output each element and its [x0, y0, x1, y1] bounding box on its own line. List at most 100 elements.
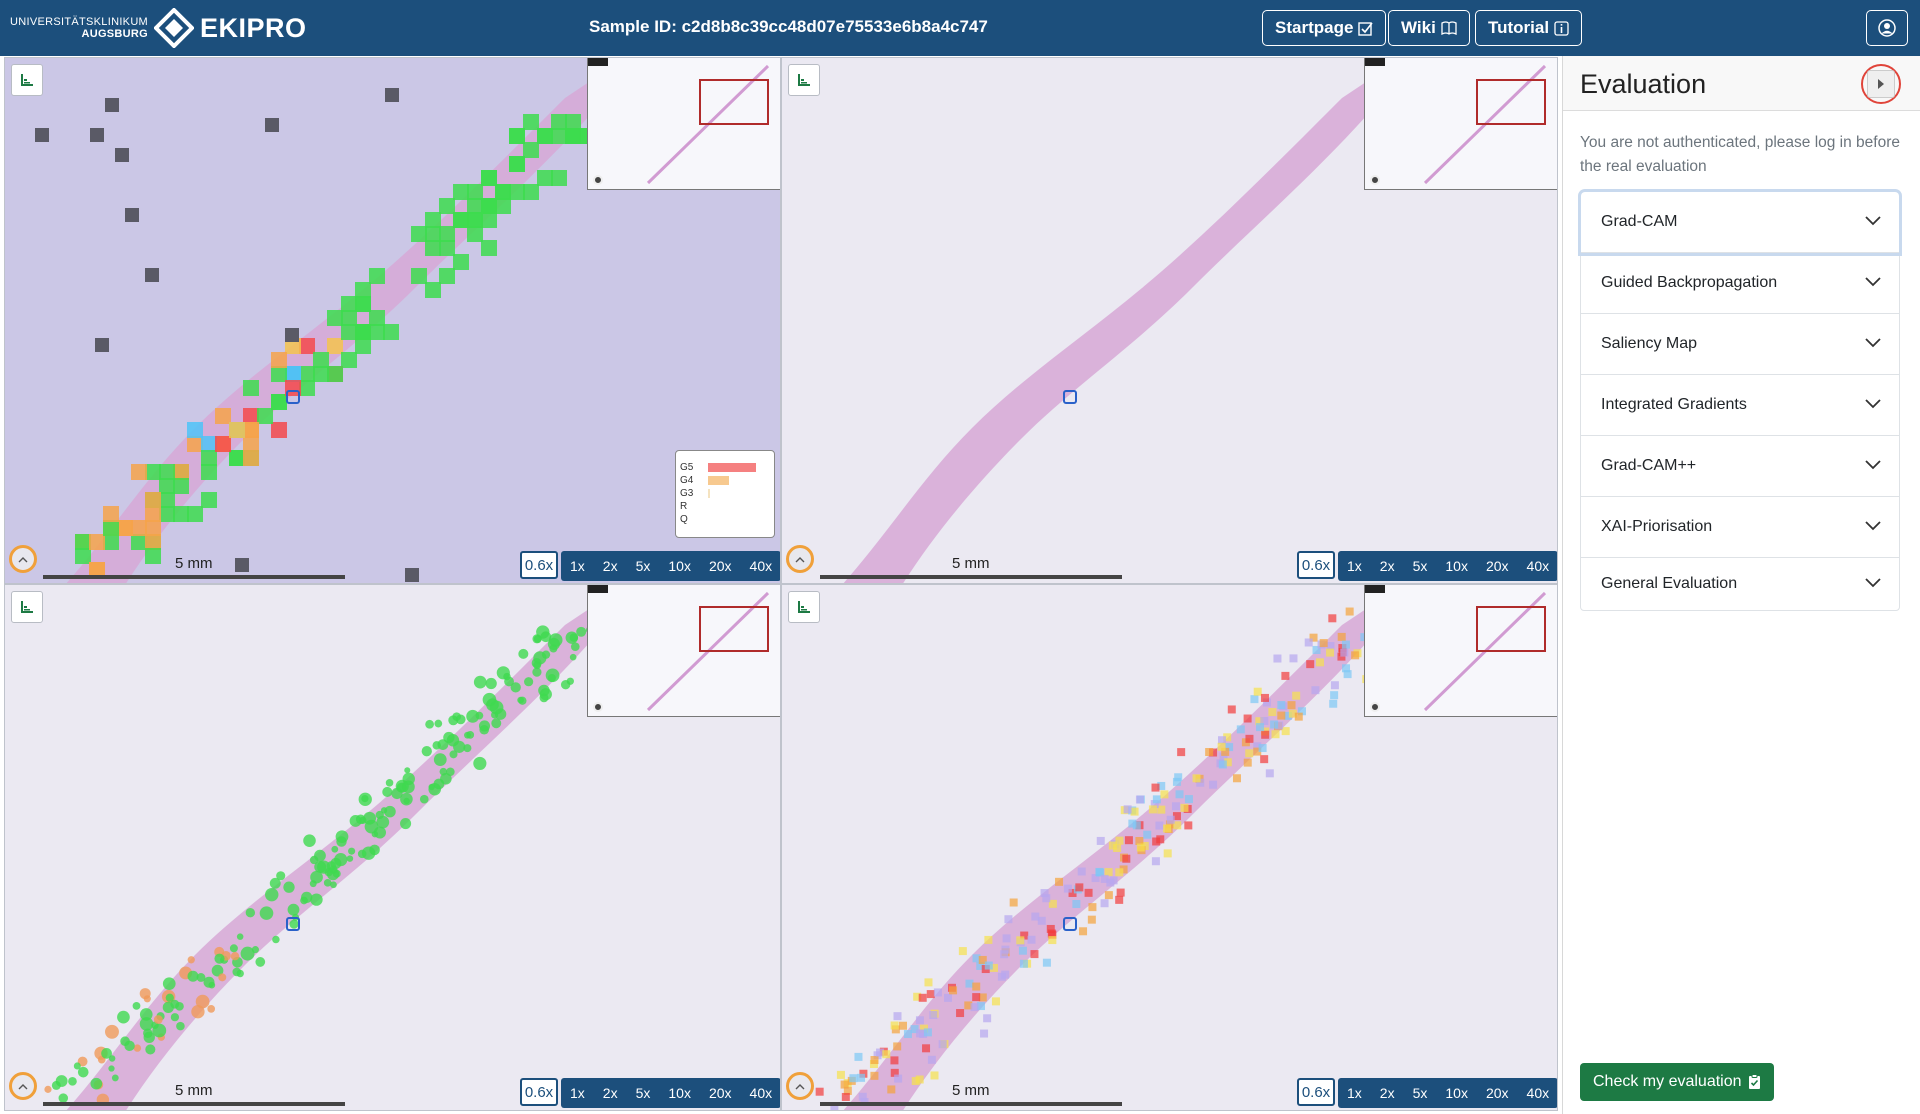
attribution-blob	[540, 631, 552, 643]
minimap[interactable]	[587, 585, 780, 717]
saliency-cell	[1096, 836, 1105, 845]
saliency-cell	[1184, 795, 1193, 804]
minimap-toggle[interactable]	[1370, 702, 1380, 712]
zoom-20x-button[interactable]: 20x	[708, 1085, 732, 1101]
attribution-blob	[478, 720, 491, 732]
expand-panel-button[interactable]	[9, 1072, 37, 1100]
zoom-20x-button[interactable]: 20x	[708, 558, 732, 574]
gradcam-tile	[355, 296, 371, 312]
accordion-general-evaluation[interactable]: General Evaluation	[1581, 558, 1899, 610]
zoom-10x-button[interactable]: 10x	[668, 1085, 691, 1101]
collapse-sidebar-button[interactable]	[1861, 64, 1901, 104]
zoom-2x-button[interactable]: 2x	[602, 1085, 618, 1101]
annotation-tool-button[interactable]	[11, 591, 43, 623]
gradcam-tile	[299, 366, 315, 382]
accordion-saliency-map[interactable]: Saliency Map	[1581, 314, 1899, 375]
saliency-cell	[1157, 781, 1166, 790]
zoom-5x-button[interactable]: 5x	[635, 1085, 651, 1101]
saliency-cell	[1345, 607, 1354, 616]
zoom-10x-button[interactable]: 10x	[1445, 1085, 1468, 1101]
accordion-integrated-gradients[interactable]: Integrated Gradients	[1581, 375, 1899, 436]
minimap[interactable]	[1364, 585, 1557, 717]
saliency-cell	[972, 993, 981, 1002]
slide-viewer-3[interactable]: 5 mm 0.6x 1x 2x 5x 10x 20x 40x	[4, 584, 781, 1111]
zoom-1x-button[interactable]: 1x	[1347, 1085, 1362, 1101]
gradcam-tile	[481, 198, 497, 214]
zoom-20x-button[interactable]: 20x	[1485, 1085, 1509, 1101]
accordion-grad-cam-plus-plus[interactable]: Grad-CAM++	[1581, 436, 1899, 497]
legend-row: Q	[680, 513, 688, 525]
minimap-viewport[interactable]	[1476, 79, 1546, 125]
zoom-2x-button[interactable]: 2x	[1379, 1085, 1395, 1101]
minimap-toggle[interactable]	[1370, 175, 1380, 185]
zoom-10x-button[interactable]: 10x	[668, 558, 691, 574]
tutorial-button[interactable]: Tutorial	[1475, 10, 1583, 46]
expand-panel-button[interactable]	[786, 1072, 814, 1100]
attribution-blob	[518, 696, 527, 705]
zoom-2x-button[interactable]: 2x	[602, 558, 618, 574]
zoom-5x-button[interactable]: 5x	[635, 558, 651, 574]
attribution-blob	[382, 786, 393, 797]
attribution-blob	[259, 906, 274, 920]
slide-viewer-2[interactable]: 5 mm 0.6x 1x 2x 5x 10x 20x 40x	[781, 57, 1558, 584]
zoom-40x-button[interactable]: 40x	[749, 1085, 773, 1101]
minimap-viewport[interactable]	[699, 79, 769, 125]
attribution-blob	[283, 881, 295, 893]
annotation-tool-button[interactable]	[788, 591, 820, 623]
attribution-blob	[361, 846, 376, 860]
accordion-grad-cam[interactable]: Grad-CAM	[1581, 192, 1899, 253]
zoom-1x-button[interactable]: 1x	[570, 558, 585, 574]
saliency-cell	[1084, 888, 1093, 897]
zoom-5x-button[interactable]: 5x	[1412, 558, 1428, 574]
attribution-blob	[143, 995, 151, 1003]
zoom-40x-button[interactable]: 40x	[1526, 558, 1550, 574]
saliency-cell	[1260, 755, 1269, 764]
minimap[interactable]	[1364, 58, 1557, 190]
minimap[interactable]	[587, 58, 780, 190]
auth-warning-text: You are not authenticated, please log in…	[1580, 134, 1901, 175]
saliency-cell	[944, 993, 953, 1002]
gradcam-tile	[523, 184, 539, 200]
zoom-40x-button[interactable]: 40x	[749, 558, 773, 574]
minimap-toggle[interactable]	[593, 175, 603, 185]
zoom-5x-button[interactable]: 5x	[1412, 1085, 1428, 1101]
zoom-10x-button[interactable]: 10x	[1445, 558, 1468, 574]
attribution-blob	[402, 772, 415, 786]
minimap-viewport[interactable]	[699, 606, 769, 652]
annotation-tool-button[interactable]	[788, 64, 820, 96]
zoom-20x-button[interactable]: 20x	[1485, 558, 1509, 574]
background-tile	[95, 338, 109, 352]
zoom-1x-button[interactable]: 1x	[570, 1085, 585, 1101]
annotation-tool-button[interactable]	[11, 64, 43, 96]
accordion-guided-backpropagation[interactable]: Guided Backpropagation	[1581, 253, 1899, 314]
check-evaluation-button[interactable]: Check my evaluation	[1580, 1063, 1774, 1101]
gradcam-tile	[439, 226, 455, 242]
legend-bar	[708, 489, 710, 498]
accordion-xai-priorisation[interactable]: XAI-Priorisation	[1581, 497, 1899, 558]
gradcam-tile	[187, 422, 203, 438]
attribution-blob	[560, 680, 571, 690]
minimap-toggle[interactable]	[593, 702, 603, 712]
user-account-button[interactable]	[1866, 10, 1908, 46]
slide-viewer-1[interactable]: 5 mm 0.6x 1x 2x 5x 10x 20x 40x G5 G4 G3 R Q	[4, 57, 781, 584]
tissue-image	[35, 78, 605, 583]
brand-logo[interactable]: UNIVERSITÄTSKLINIKUM AUGSBURG EKIPRO	[10, 6, 307, 50]
minimap-viewport[interactable]	[1476, 606, 1546, 652]
zoom-2x-button[interactable]: 2x	[1379, 558, 1395, 574]
gradcam-tile	[103, 534, 119, 550]
attribution-blob	[485, 677, 497, 690]
attribution-blob	[421, 746, 432, 757]
saliency-cell	[1260, 693, 1269, 702]
expand-panel-button[interactable]	[786, 545, 814, 573]
saliency-cell	[1223, 758, 1232, 767]
wiki-button[interactable]: Wiki	[1388, 10, 1470, 46]
zoom-40x-button[interactable]: 40x	[1526, 1085, 1550, 1101]
saliency-cell	[1297, 707, 1306, 716]
slide-viewer-4[interactable]: 5 mm 0.6x 1x 2x 5x 10x 20x 40x	[781, 584, 1558, 1111]
saliency-cell	[938, 1040, 947, 1049]
expand-panel-button[interactable]	[9, 545, 37, 573]
current-zoom: 0.6x	[520, 551, 558, 579]
zoom-1x-button[interactable]: 1x	[1347, 558, 1362, 574]
startpage-button[interactable]: Startpage	[1262, 10, 1387, 46]
saliency-cell	[923, 1028, 932, 1037]
